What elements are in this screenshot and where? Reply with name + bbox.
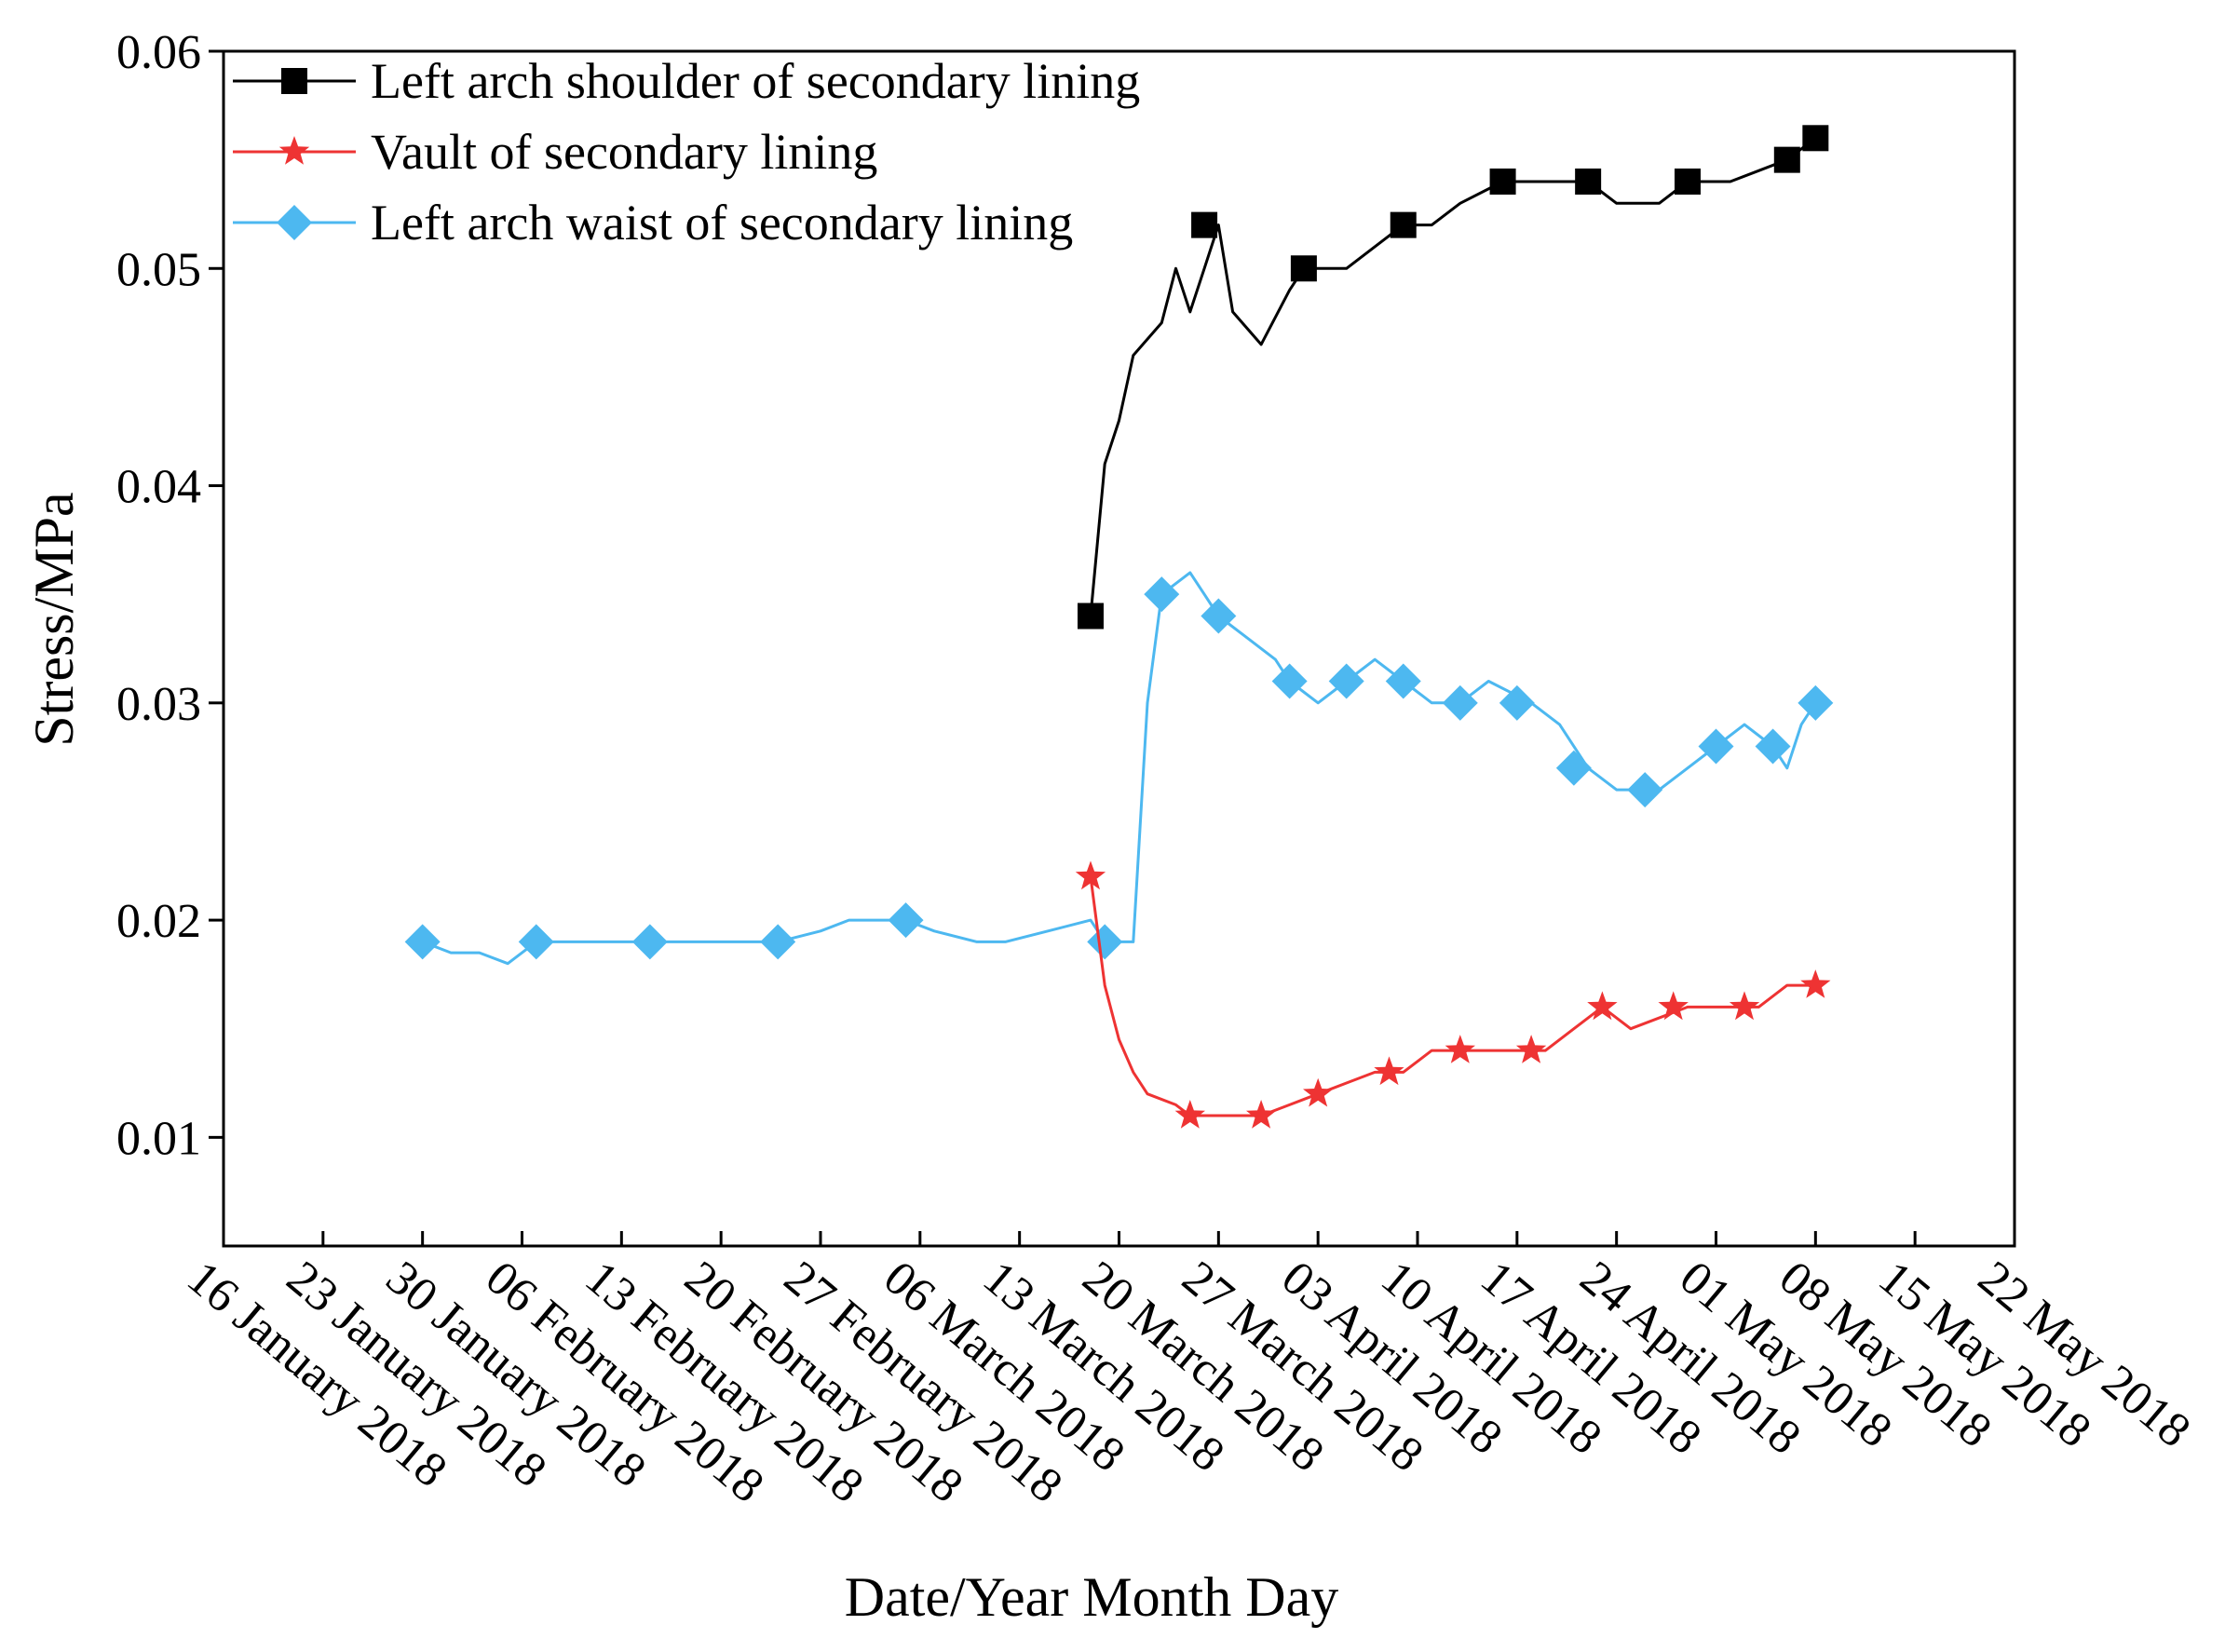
- series-3-point: [1442, 684, 1478, 721]
- series-2-point: [1374, 1056, 1404, 1086]
- series-1: [1077, 125, 1829, 630]
- y-tick-label: 0.03: [116, 678, 201, 731]
- series-2-point: [1658, 991, 1689, 1021]
- series-1-point: [1674, 168, 1701, 195]
- y-tick-label: 0.04: [116, 461, 201, 514]
- series-3-point: [1385, 663, 1421, 699]
- series-3-point: [1555, 750, 1592, 786]
- y-tick-label: 0.01: [116, 1112, 201, 1165]
- series-2-point: [1587, 991, 1618, 1021]
- x-axis-title: Date/Year Month Day: [845, 1566, 1338, 1628]
- y-tick-label: 0.05: [116, 243, 201, 296]
- series-3-point: [1087, 924, 1123, 960]
- series-3-point: [760, 924, 796, 960]
- series-2-point: [1246, 1100, 1277, 1129]
- legend-label: Left arch waist of secondary lining: [371, 195, 1073, 251]
- series-3-point: [518, 924, 554, 960]
- series-3-point: [888, 902, 924, 939]
- series-3-point: [631, 924, 668, 960]
- series-2-point: [1445, 1035, 1475, 1063]
- series-2-point: [1174, 1100, 1205, 1129]
- series-3: [404, 571, 1834, 966]
- series-1-point: [1077, 603, 1104, 630]
- series-3-point: [1328, 663, 1364, 699]
- series-2-point: [1303, 1077, 1334, 1107]
- legend: Left arch shoulder of secondary lining Va…: [233, 53, 1140, 251]
- series-3-point: [1798, 684, 1834, 721]
- y-axis-title: Stress/MPa: [23, 492, 85, 746]
- legend-marker: [281, 68, 307, 94]
- series-2-point: [1729, 991, 1760, 1021]
- series-2-point: [1800, 969, 1831, 998]
- y-tick-label: 0.06: [116, 26, 201, 79]
- legend-label: Vault of secondary lining: [371, 124, 877, 180]
- legend-label: Left arch shoulder of secondary lining: [371, 53, 1140, 109]
- series-3-point: [1144, 576, 1180, 613]
- series-1-point: [1575, 168, 1602, 195]
- series-2: [1075, 860, 1831, 1129]
- series-1-point: [1489, 168, 1516, 195]
- series-layer: [404, 125, 1834, 1129]
- series-1-point: [1802, 125, 1829, 152]
- series-1-point: [1290, 255, 1317, 282]
- series-1-point: [1191, 211, 1218, 238]
- series-3-point: [1698, 728, 1734, 765]
- series-3-point: [1499, 684, 1535, 721]
- series-3-point: [1271, 663, 1308, 699]
- y-tick-label: 0.02: [116, 895, 201, 948]
- series-3-point: [1201, 598, 1237, 634]
- legend-marker: [278, 136, 310, 165]
- series-1-point: [1390, 211, 1417, 238]
- series-1-point: [1773, 146, 1800, 173]
- series-2-point: [1075, 860, 1106, 890]
- legend-marker: [277, 205, 312, 240]
- series-1-line: [1089, 137, 1817, 616]
- series-3-point: [404, 924, 441, 960]
- series-3-point: [1627, 772, 1663, 808]
- series-2-point: [1515, 1035, 1547, 1063]
- series-3-point: [1755, 728, 1791, 765]
